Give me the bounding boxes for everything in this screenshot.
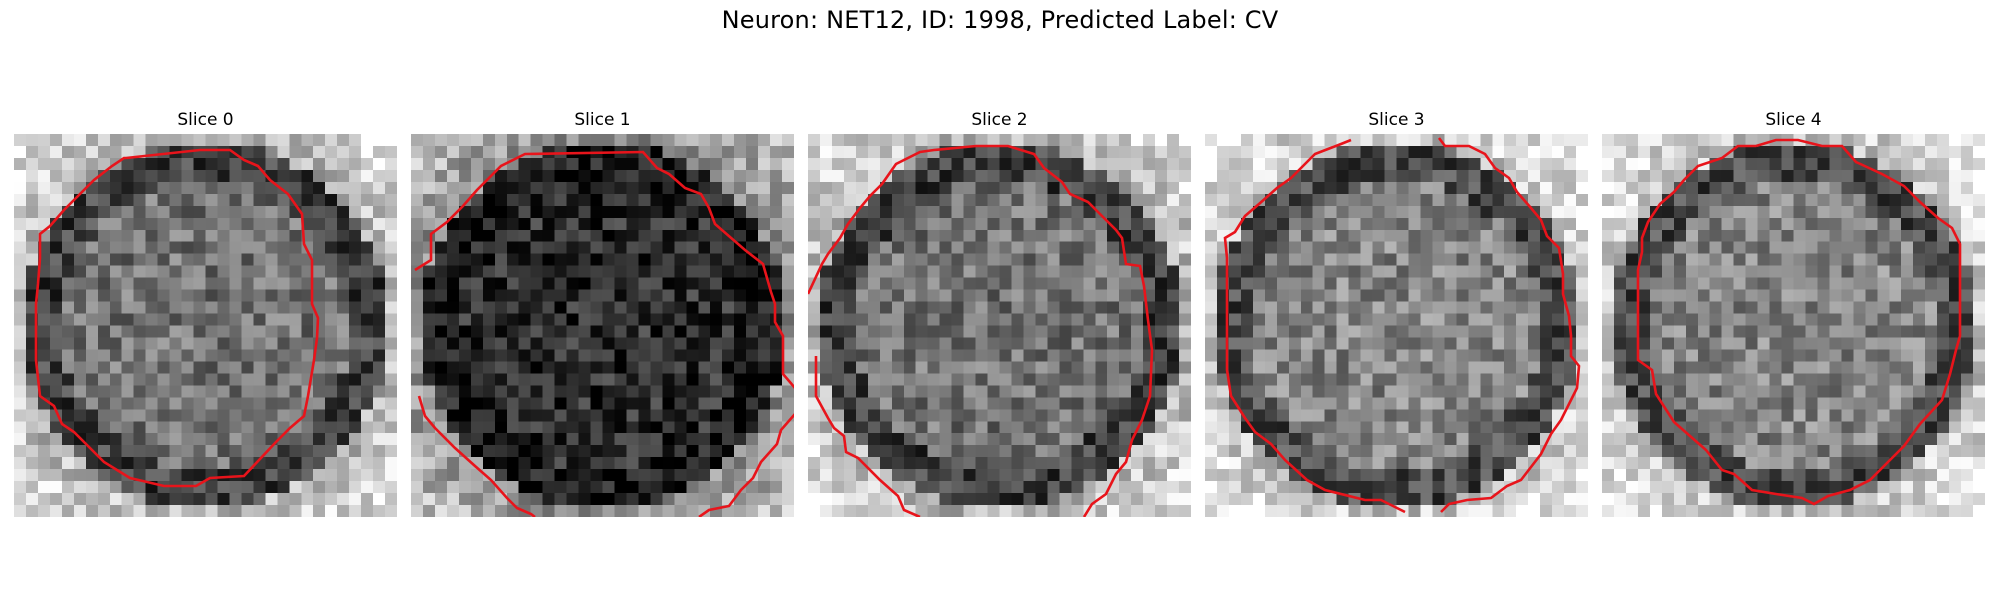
slice-image — [1205, 134, 1588, 517]
slice-panel-1: Slice 1 — [411, 108, 794, 517]
slice-title: Slice 3 — [1368, 110, 1425, 130]
slice-image — [411, 134, 794, 517]
cell-contour — [414, 150, 794, 517]
slice-title: Slice 4 — [1765, 110, 1822, 130]
slice-title: Slice 1 — [574, 110, 631, 130]
slice-panel-4: Slice 4 — [1602, 108, 1985, 517]
cell-contour — [1223, 137, 1581, 514]
slice-title: Slice 0 — [177, 110, 234, 130]
slice-panel-2: Slice 2 — [808, 108, 1191, 517]
figure-title: Neuron: NET12, ID: 1998, Predicted Label… — [721, 6, 1279, 34]
cell-contour — [34, 148, 320, 488]
cell-contour — [1636, 138, 1962, 506]
slice-panel-0: Slice 0 — [14, 108, 397, 517]
slice-title: Slice 2 — [971, 110, 1028, 130]
cell-contour — [808, 144, 1154, 517]
slice-panel-3: Slice 3 — [1205, 108, 1588, 517]
